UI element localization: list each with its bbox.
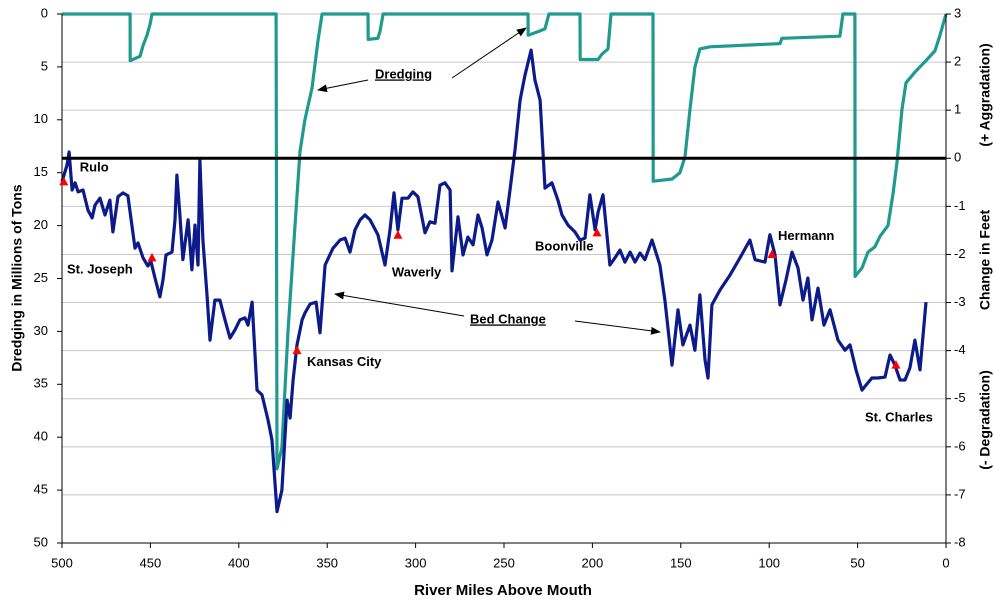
location-label: Rulo [80, 159, 109, 174]
y-tick-label: 35 [34, 376, 48, 391]
arrow [334, 291, 465, 317]
annotations: Rulo St. Joseph Kansas City Waverly Boonvill… [59, 159, 933, 425]
y2-tick-label: -8 [954, 534, 966, 549]
arrow [451, 27, 527, 79]
y-tick-label: 0 [41, 5, 48, 20]
y2-tick-label: -1 [954, 198, 966, 213]
y2-tick-label: -3 [954, 294, 966, 309]
y-tick-label: 10 [34, 111, 48, 126]
y2-tick-label: 2 [954, 54, 961, 69]
location-marker [147, 252, 157, 262]
axes: 3210-1-2-3-4-5-6-7-805101520253035404550… [34, 5, 966, 570]
y-axis-title: Dredging in Millions of Tons [9, 184, 25, 371]
x-tick-label: 50 [850, 555, 864, 570]
x-tick-label: 500 [51, 555, 73, 570]
y-tick-label: 40 [34, 429, 48, 444]
location-marker [592, 227, 602, 237]
location-marker [59, 176, 69, 186]
location-label: Kansas City [307, 354, 382, 369]
location-marker [292, 345, 302, 355]
x-tick-label: 100 [758, 555, 780, 570]
x-tick-label: 200 [582, 555, 604, 570]
y2-axis-note: (- Degradation) [977, 370, 993, 470]
y2-tick-label: 1 [954, 102, 961, 117]
arrow [317, 79, 369, 93]
x-tick-label: 450 [140, 555, 162, 570]
x-axis-title: River Miles Above Mouth [414, 582, 592, 599]
x-tick-label: 350 [316, 555, 338, 570]
plot-lines [60, 12, 948, 514]
location-label: Boonville [535, 238, 594, 253]
x-tick-label: 300 [405, 555, 427, 570]
x-tick-label: 0 [942, 555, 949, 570]
x-tick-label: 250 [493, 555, 515, 570]
y-tick-label: 20 [34, 217, 48, 232]
location-label: Hermann [778, 228, 834, 243]
y2-tick-label: -7 [954, 486, 966, 501]
y2-axis-note: (+ Aggradation) [977, 43, 993, 146]
y-tick-label: 5 [41, 58, 48, 73]
y-tick-label: 30 [34, 323, 48, 338]
y-tick-label: 45 [34, 482, 48, 497]
location-label: St. Joseph [67, 261, 133, 276]
y2-axis-title: Change in Feet [977, 209, 993, 310]
series-line [60, 48, 928, 514]
x-tick-label: 400 [228, 555, 250, 570]
y-tick-label: 50 [34, 534, 48, 549]
y2-tick-label: -5 [954, 390, 966, 405]
location-marker [767, 249, 777, 258]
series-line [62, 12, 948, 471]
location-label: St. Charles [865, 410, 933, 425]
y-tick-label: 25 [34, 270, 48, 285]
series-label: Bed Change [470, 311, 546, 326]
grid [62, 13, 946, 544]
y2-tick-label: 3 [954, 5, 961, 20]
y2-tick-label: -2 [954, 246, 966, 261]
y2-tick-label: 0 [954, 150, 961, 165]
y2-tick-label: -4 [954, 342, 966, 357]
series-label: Dredging [375, 66, 432, 81]
location-marker [891, 360, 901, 369]
y2-tick-label: -6 [954, 438, 966, 453]
location-label: Waverly [392, 265, 442, 280]
y-tick-label: 15 [34, 164, 48, 179]
x-tick-label: 150 [670, 555, 692, 570]
arrow [574, 320, 661, 335]
location-marker [393, 230, 403, 239]
